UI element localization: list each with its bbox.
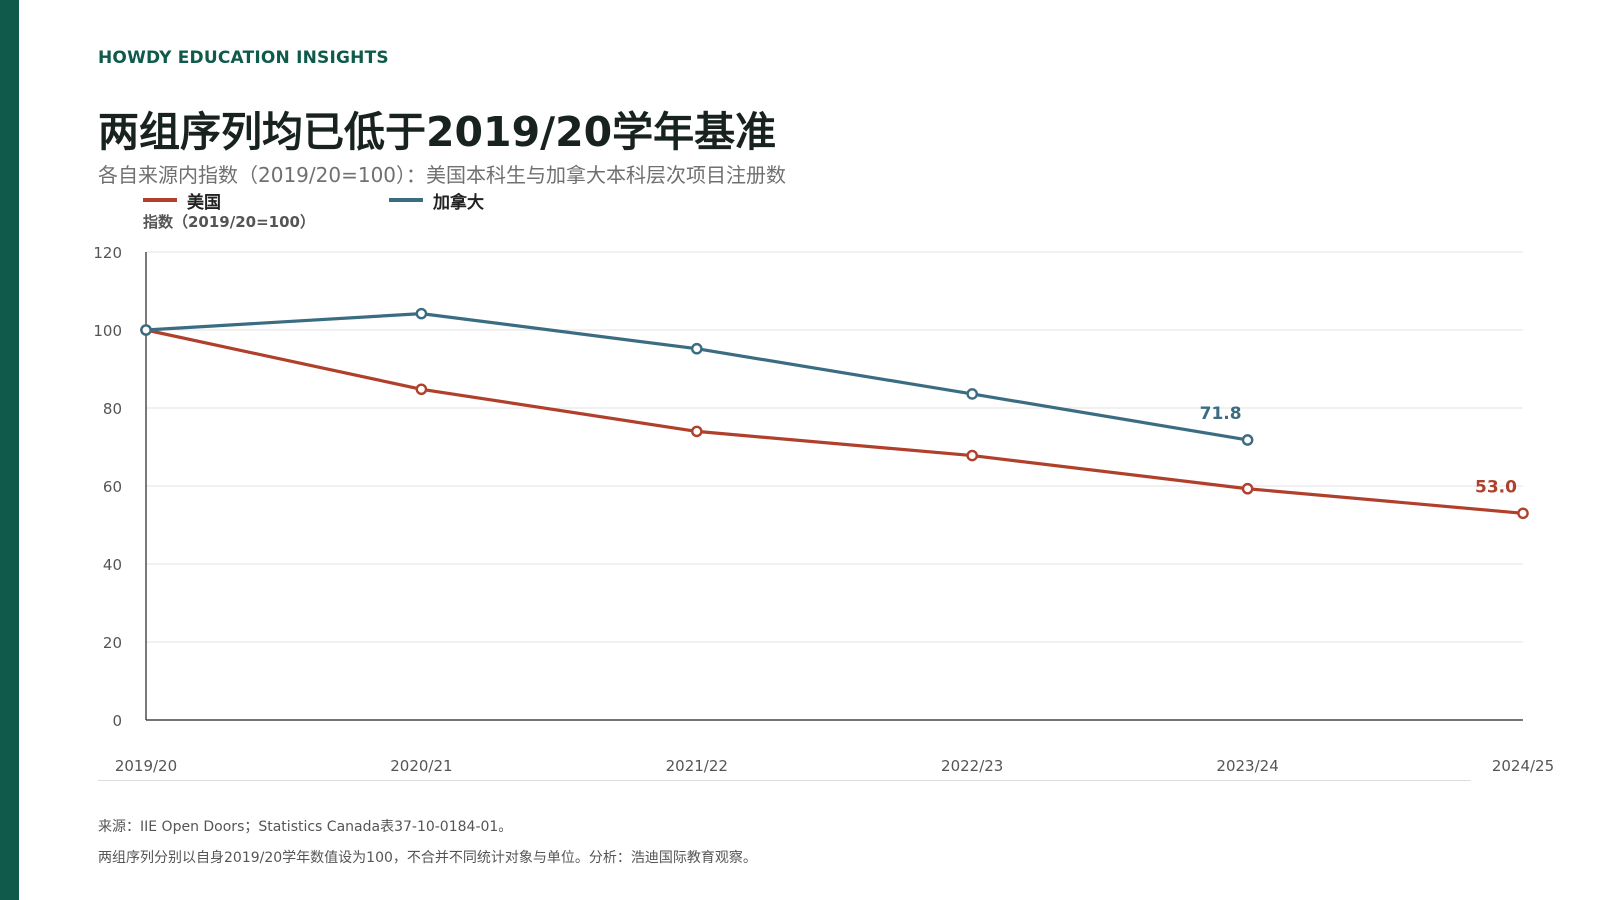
legend-item-us: 美国	[143, 189, 221, 213]
y-tick-label: 40	[103, 556, 122, 574]
accent-sidebar	[0, 0, 19, 900]
y-axis-title: 指数（2019/20=100）	[143, 213, 315, 231]
series-line-0	[144, 328, 1525, 515]
data-point	[966, 388, 979, 400]
legend-item-canada: 加拿大	[389, 189, 484, 213]
data-point	[691, 342, 703, 355]
x-tick-label: 2021/22	[666, 757, 728, 775]
data-point	[1241, 482, 1254, 495]
y-tick-label: 80	[103, 400, 122, 418]
brand-label: HOWDY EDUCATION INSIGHTS	[98, 48, 389, 68]
data-point	[415, 307, 428, 320]
data-point	[691, 425, 703, 438]
chart-title: 两组序列均已低于2019/20学年基准	[98, 108, 777, 156]
source-note: 来源：IIE Open Doors；Statistics Canada表37-1…	[98, 819, 513, 835]
end-data-label: 71.8	[1200, 404, 1242, 424]
y-tick-label: 0	[112, 712, 122, 730]
x-tick-label: 2023/24	[1216, 757, 1278, 775]
x-tick-label: 2022/23	[941, 757, 1003, 775]
series-line-1	[144, 312, 1250, 442]
footer-divider	[98, 780, 1471, 781]
x-tick-label: 2020/21	[390, 757, 452, 775]
data-point	[966, 449, 979, 462]
data-point	[1517, 507, 1529, 520]
data-point	[140, 324, 152, 336]
y-tick-label: 120	[93, 244, 122, 262]
legend-label-us: 美国	[187, 192, 221, 213]
legend-swatch-us	[143, 198, 177, 202]
legend-swatch-canada	[389, 198, 423, 202]
x-tick-label: 2019/20	[115, 757, 177, 775]
data-point	[1241, 434, 1254, 446]
chart-subtitle: 各自来源内指数（2019/20=100）：美国本科生与加拿大本科层次项目注册数	[98, 163, 787, 187]
end-data-label: 53.0	[1475, 477, 1517, 497]
y-tick-label: 60	[103, 478, 122, 496]
legend-label-canada: 加拿大	[433, 192, 484, 213]
x-tick-label: 2024/25	[1492, 757, 1554, 775]
y-tick-label: 100	[93, 322, 122, 340]
methodology-note: 两组序列分别以自身2019/20学年数值设为100，不合并不同统计对象与单位。分…	[98, 850, 757, 866]
data-point	[415, 383, 428, 396]
y-tick-label: 20	[103, 634, 122, 652]
